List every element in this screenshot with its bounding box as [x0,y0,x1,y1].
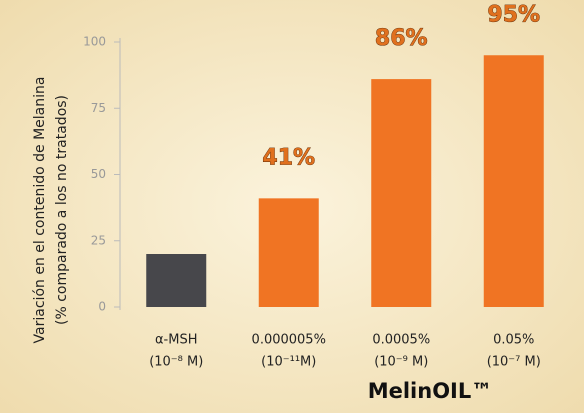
y-tick-label: 0 [98,300,106,314]
x-tick-sublabel: (10⁻⁷ M) [487,355,541,370]
y-tick-label: 75 [91,101,106,115]
y-tick-label: 100 [83,35,106,49]
value-label: 86% [375,26,428,51]
y-axis-label: Variación en el contenido de Melanina [32,77,48,344]
x-tick-label: 0.000005% [252,333,326,348]
bar [258,198,319,307]
y-axis-label: (% comparado a los no tratados) [54,95,70,325]
bar [371,79,432,307]
x-tick-sublabel: (10⁻¹¹M) [261,355,316,370]
x-tick-label: 0.0005% [372,333,430,348]
brand: MelinOIL™ [368,379,493,403]
bar [483,55,544,307]
x-tick-label: α-MSH [155,333,198,348]
x-tick-label: 0.05% [493,333,534,348]
bar [146,254,207,307]
x-tick-sublabel: (10⁻⁹ M) [374,355,428,370]
value-label: 41% [262,145,315,170]
y-tick-label: 50 [91,167,106,181]
x-tick-sublabel: (10⁻⁸ M) [149,355,203,370]
value-label: 95% [487,2,540,27]
y-tick-label: 25 [91,233,106,247]
